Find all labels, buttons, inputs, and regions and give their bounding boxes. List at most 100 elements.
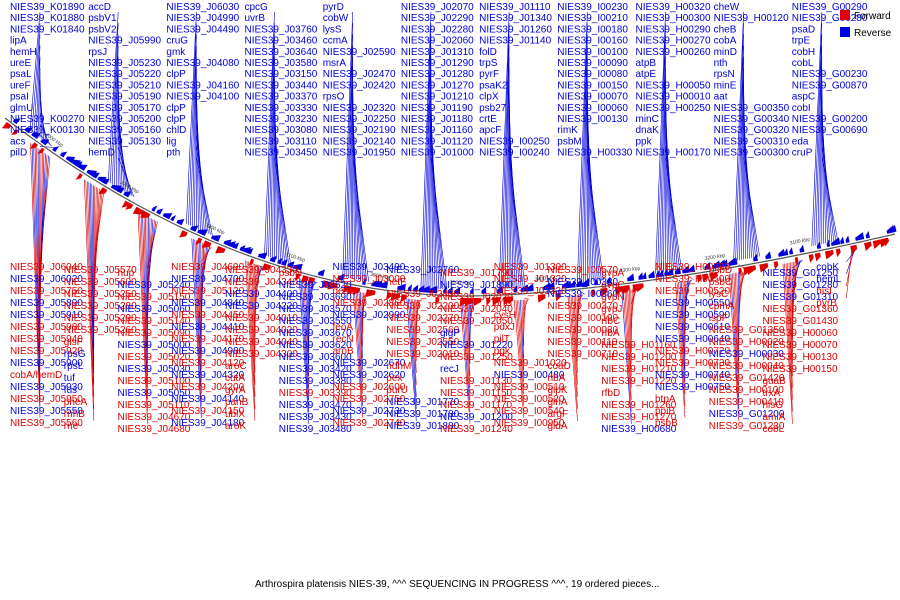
gene-label: rpsG [64, 349, 86, 360]
gene-label: NIES39_J01140 [479, 36, 552, 47]
gene-label: NIES39_H00610 [655, 322, 730, 333]
leader-line [792, 261, 794, 340]
leader-line [426, 45, 432, 289]
gene-label: trpS [479, 58, 498, 69]
gene-label: NIES39_J01790 [440, 268, 513, 279]
gene-label: NIES39_J05020 [118, 352, 191, 363]
gene-label: minC [636, 114, 659, 125]
leader-line [504, 45, 510, 289]
gene-label: NIES39_J01340 [479, 13, 552, 24]
leader-line [308, 280, 311, 340]
leader-line [460, 301, 471, 424]
leader-line [523, 299, 526, 334]
leader-line [246, 261, 256, 409]
gene-label: NIES39_J04100 [166, 92, 239, 103]
leader-line [579, 23, 588, 283]
leader-line [306, 280, 310, 364]
reverse-gene-glyph [496, 286, 504, 294]
gene-label: NIES39_J06030 [166, 2, 239, 13]
gene-label: NIES39_J04840 [171, 298, 244, 309]
forward-gene-glyph [696, 274, 702, 284]
gene-label: NIES39_H00320 [636, 2, 711, 13]
gene-label: psaL [10, 69, 32, 80]
gene-label: argF [548, 409, 569, 420]
leader-line [270, 45, 275, 258]
reverse-gene-glyph [156, 208, 164, 215]
leader-line [572, 295, 578, 385]
gene-label: nth [714, 58, 728, 69]
gene-label: NIES39_J02010 [386, 349, 459, 360]
gene-label: psbV1 [88, 13, 117, 24]
gene-label: hemL [816, 274, 841, 285]
leader-line [682, 281, 686, 358]
gene-label: NIES39_J05170 [88, 103, 161, 114]
gene-label: NIES39_J05220 [88, 69, 161, 80]
gene-label: feoA [333, 322, 354, 333]
gene-label: NIES39_H00070 [763, 340, 838, 351]
forward-gene-glyph [883, 237, 889, 247]
gene-label: NIES39_G01350 [709, 325, 785, 336]
gene-label: NIES39_J04990 [166, 13, 239, 24]
leader-line [659, 34, 666, 274]
gene-label: NIES39_G00320 [714, 125, 790, 136]
gene-label: NIES39_J02270 [386, 313, 459, 324]
gene-label: NIES39_J06020 [10, 274, 83, 285]
leader-line [684, 281, 686, 346]
gene-label: recJ [440, 364, 459, 375]
reverse-gene-glyph [682, 265, 690, 274]
gene-label: NIES39_J04450 [171, 310, 244, 321]
reverse-gene-glyph [594, 277, 599, 286]
gene-label: NIES39_J04320 [171, 370, 244, 381]
forward-gene-glyph [215, 245, 226, 254]
leader-line [821, 157, 839, 241]
gene-label: NIES39_J02590 [323, 47, 396, 58]
gene-label: NIES39_H01260 [601, 400, 676, 411]
gene-label: NIES39_J05560 [10, 418, 83, 429]
forward-gene-glyph [746, 265, 757, 275]
gene-label: NIES39_J03490 [333, 262, 406, 273]
forward-gene-glyph [794, 257, 799, 266]
gene-label: NIES39_H01210 [601, 364, 676, 375]
gene-label: NIES39_G01430 [763, 316, 839, 327]
leader-line [424, 34, 432, 289]
gene-label: NIES39_H00270 [636, 36, 711, 47]
gene-label: glmU [10, 103, 33, 114]
figure-caption: Arthrospira platensis NIES-39, ^^^ SEQUE… [255, 579, 659, 590]
leader-line [85, 180, 95, 409]
gene-label: NIES39_J05120 [171, 286, 244, 297]
leader-line [665, 135, 678, 271]
leader-line [521, 299, 525, 358]
gene-label: NIES39_I00180 [557, 24, 628, 35]
gene-label: NIES39_J03460 [245, 36, 318, 47]
gene-label: NIES39_J04040 [225, 337, 298, 348]
leader-line [523, 297, 530, 300]
leader-line [196, 240, 202, 382]
gene-label: NIES39_J05750 [10, 286, 83, 297]
leader-line [679, 281, 686, 382]
leader-line [107, 11, 119, 183]
leader-line [469, 301, 472, 340]
reverse-gene-glyph [674, 266, 681, 275]
leader-line [576, 295, 578, 349]
gene-label: minE [714, 80, 737, 91]
gene-label: NIES39_J01770 [386, 397, 459, 408]
gene-label: NIES39_J05900 [10, 358, 83, 369]
reverse-gene-glyph [656, 269, 661, 278]
reverse-gene-glyph [73, 161, 83, 168]
leader-line [815, 34, 823, 246]
gene-label: NIES39_H00680 [601, 424, 676, 435]
gene-label: cobA/hemD [10, 370, 62, 381]
gene-label: NIES39_H01200 [601, 352, 676, 363]
gene-label: NIES39_H00330 [557, 148, 632, 159]
gene-label: NIES39_J03620 [279, 340, 352, 351]
gene-label: NIES39_H00010 [636, 92, 711, 103]
gene-label: cysH [494, 310, 516, 321]
leader-line [37, 148, 41, 358]
gene-label: NIES39_J02740 [333, 418, 406, 429]
reverse-gene-glyph [40, 139, 50, 146]
forward-gene-glyph [591, 289, 595, 298]
reverse-gene-glyph [667, 267, 674, 276]
gene-label: ribA [548, 373, 566, 384]
gene-label: NIES39_J04200 [171, 382, 244, 393]
gene-label: psbC [709, 277, 732, 288]
